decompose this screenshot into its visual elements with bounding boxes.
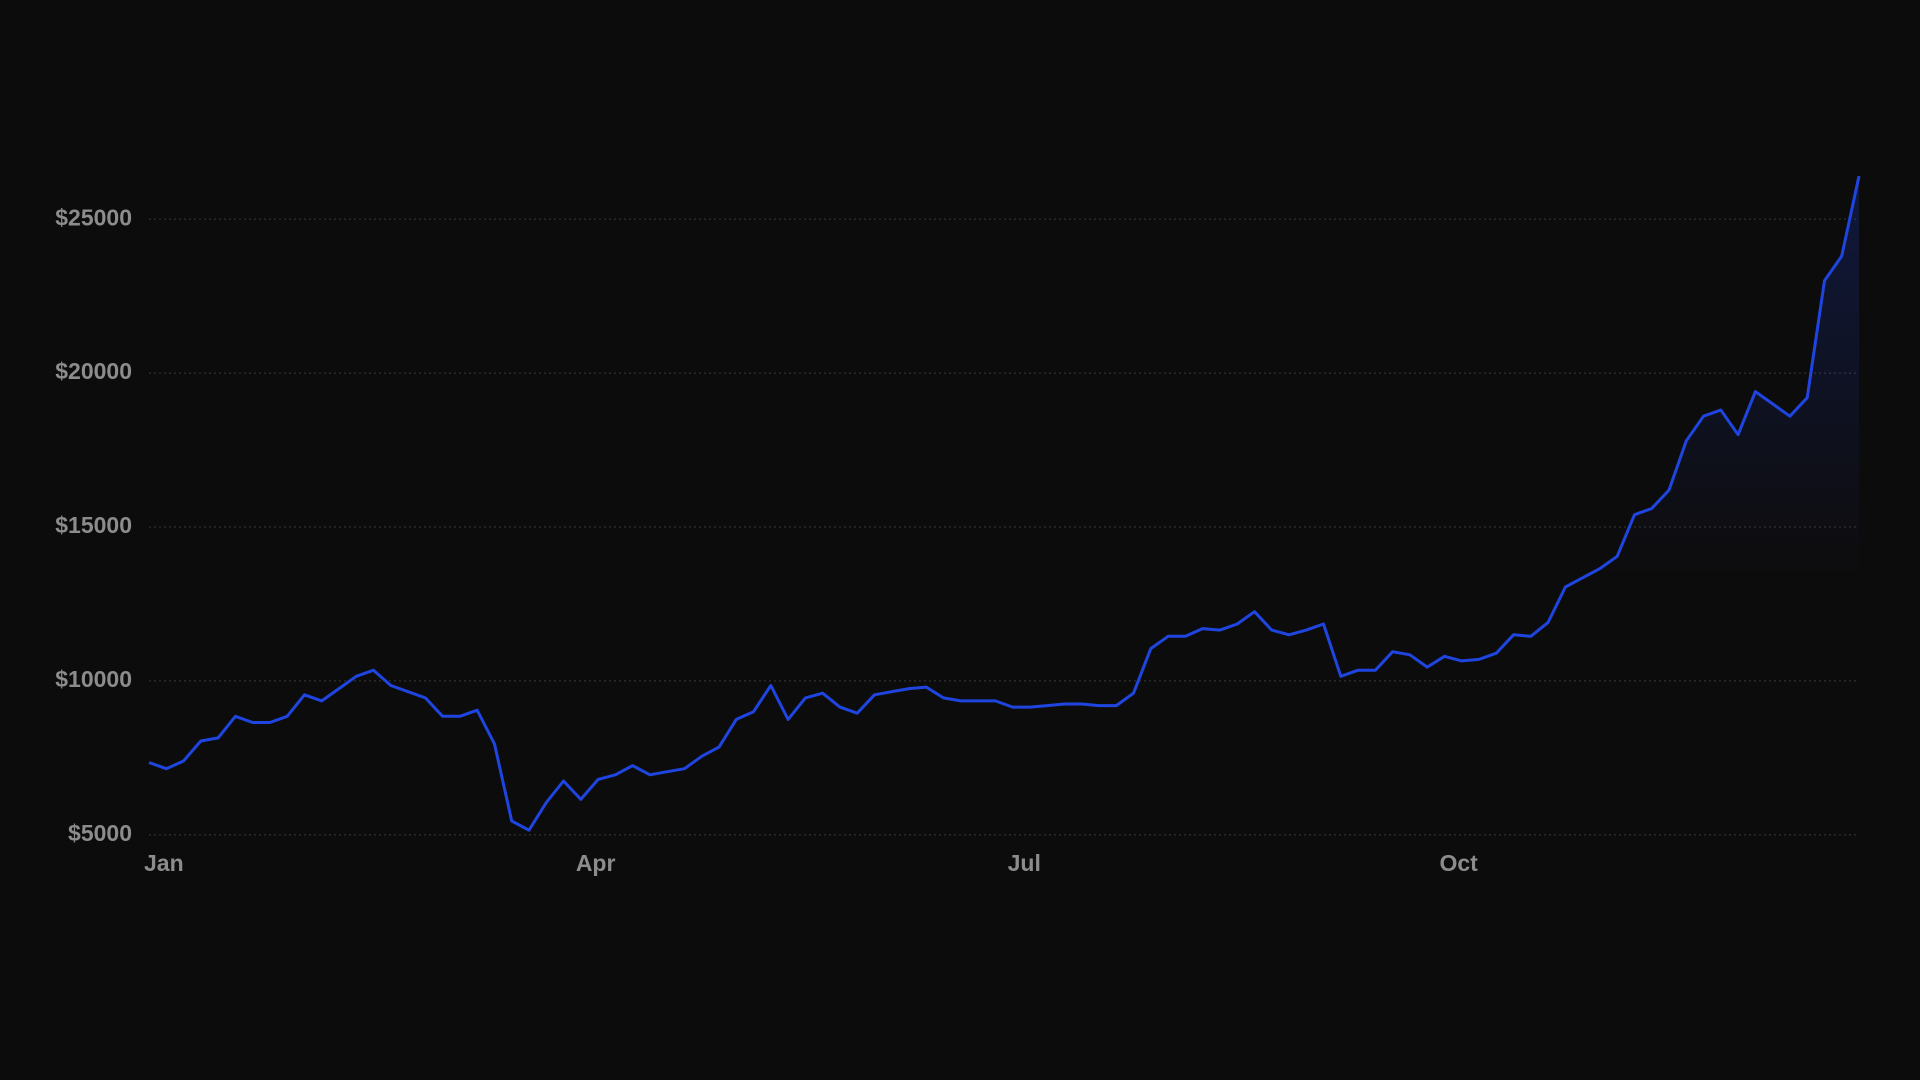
x-tick-label: Apr xyxy=(576,850,616,876)
y-tick-label: $10000 xyxy=(55,666,132,692)
y-tick-label: $15000 xyxy=(55,512,132,538)
x-tick-label: Jan xyxy=(144,850,184,876)
y-tick-label: $20000 xyxy=(55,358,132,384)
x-tick-label: Oct xyxy=(1439,850,1478,876)
y-tick-label: $5000 xyxy=(68,820,132,846)
area-fill xyxy=(149,176,1859,842)
y-tick-label: $25000 xyxy=(55,204,132,230)
price-line xyxy=(148,175,1861,832)
x-tick-label: Jul xyxy=(1008,850,1041,876)
